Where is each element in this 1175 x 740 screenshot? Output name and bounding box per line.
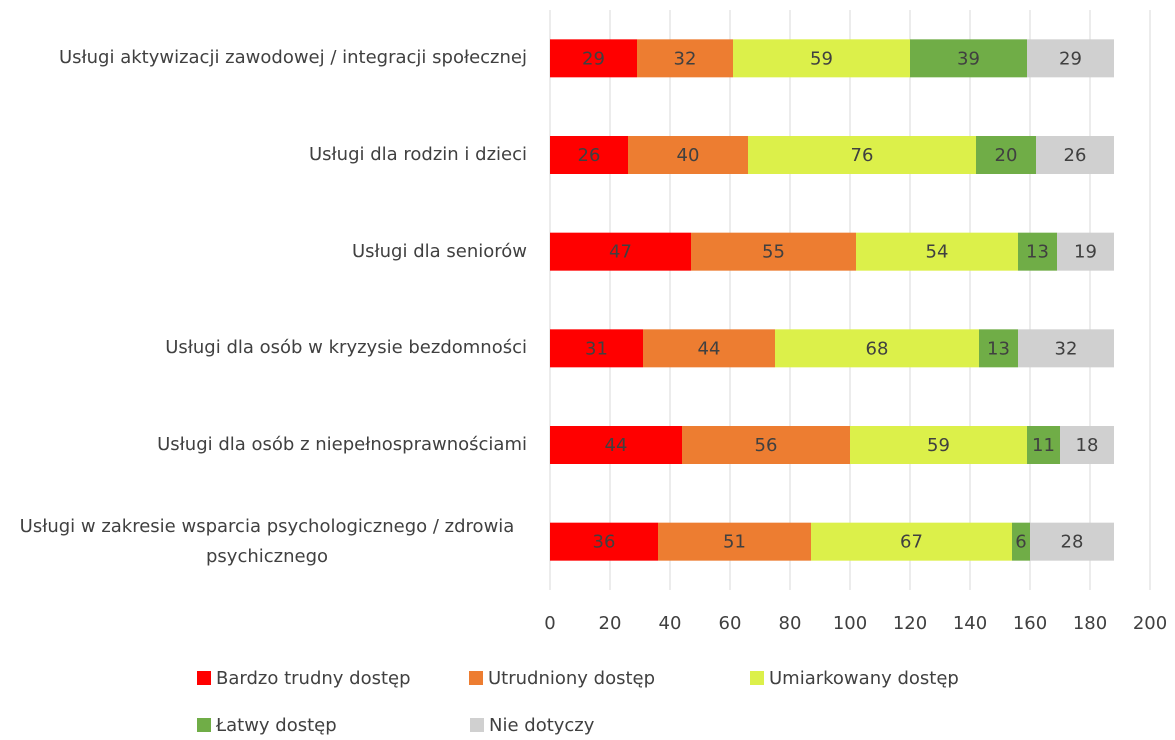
bar-segment (550, 522, 658, 561)
bar-segment (550, 39, 637, 78)
data-label: 44 (698, 338, 721, 359)
bar-segment (1018, 329, 1114, 368)
data-label: 54 (926, 242, 949, 263)
data-label: 19 (1074, 242, 1097, 263)
data-label: 68 (866, 338, 889, 359)
bar-segment (1018, 232, 1057, 271)
x-tick-label: 0 (544, 613, 555, 634)
category-label: Usługi dla osób z niepełnosprawnościami (157, 430, 527, 460)
legend-swatch (469, 671, 483, 685)
data-label: 18 (1076, 435, 1099, 456)
bar-segment (1036, 136, 1114, 174)
data-label: 56 (755, 435, 778, 456)
bar-segment (1030, 522, 1114, 561)
bar-segment (748, 136, 976, 174)
bar-segment (1057, 232, 1114, 271)
data-label: 29 (1059, 48, 1082, 69)
legend-label: Bardzo trudny dostęp (216, 668, 411, 689)
data-label: 39 (957, 48, 980, 69)
bar-segment (1012, 522, 1030, 561)
category-text: Usługi w zakresie wsparcia psychologiczn… (19, 515, 515, 567)
bar-segment (628, 136, 748, 174)
data-label: 29 (582, 48, 605, 69)
x-tick-label: 160 (1013, 613, 1047, 634)
bar-segment (775, 329, 979, 368)
x-tick-label: 120 (893, 613, 927, 634)
data-label: 76 (851, 145, 874, 166)
bar-segment (682, 426, 850, 464)
bar-segment (1027, 39, 1114, 78)
legend-label: Utrudniony dostęp (488, 668, 655, 689)
category-label: Usługi w zakresie wsparcia psychologiczn… (7, 512, 527, 572)
legend-label: Umiarkowany dostęp (769, 668, 959, 689)
bar-segment (550, 136, 628, 174)
x-tick-label: 80 (779, 613, 802, 634)
data-label: 67 (900, 532, 923, 553)
data-label: 32 (674, 48, 697, 69)
category-text: Usługi dla rodzin i dzieci (309, 144, 527, 165)
x-tick-label: 60 (719, 613, 742, 634)
bar-segment (856, 232, 1018, 271)
legend-swatch (197, 671, 211, 685)
bar-segment (1027, 426, 1060, 464)
legend-label: Łatwy dostęp (215, 715, 337, 736)
bar-segment (550, 232, 691, 271)
data-label: 59 (927, 435, 950, 456)
data-label: 36 (593, 532, 616, 553)
bar-segment (979, 329, 1018, 368)
category-text: Usługi dla osób z niepełnosprawnościami (157, 434, 527, 455)
bar-segment (811, 522, 1012, 561)
legend-swatch (750, 671, 764, 685)
bar-segment (1060, 426, 1114, 464)
category-label: Usługi dla osób w kryzysie bezdomności (165, 333, 527, 363)
bar-segment (550, 426, 682, 464)
x-tick-label: 140 (953, 613, 987, 634)
bar-segment (691, 232, 856, 271)
data-label: 44 (605, 435, 628, 456)
bar-segment (910, 39, 1027, 78)
x-tick-label: 100 (833, 613, 867, 634)
category-text: Usługi aktywizacji zawodowej / integracj… (58, 47, 527, 69)
category-text: Usługi dla seniorów (351, 240, 527, 262)
x-tick-label: 180 (1073, 613, 1107, 634)
legend-swatch (470, 718, 484, 732)
category-text: Usługi dla osób w kryzysie bezdomności (165, 337, 527, 359)
bar-segment (643, 329, 775, 368)
data-label: 26 (578, 145, 601, 166)
data-label: 59 (810, 48, 833, 69)
data-label: 40 (677, 145, 700, 166)
category-label: Usługi dla seniorów (352, 237, 527, 267)
data-label: 26 (1064, 145, 1087, 166)
x-tick-label: 40 (659, 613, 682, 634)
data-label: 13 (987, 338, 1010, 359)
data-label: 28 (1061, 532, 1084, 553)
data-label: 11 (1032, 435, 1055, 456)
data-label: 51 (723, 532, 746, 553)
bar-segment (637, 39, 733, 78)
bar-segment (658, 522, 811, 561)
legend-swatch (197, 718, 211, 732)
bar-segment (850, 426, 1027, 464)
category-label: Usługi aktywizacji zawodowej / integracj… (59, 43, 527, 73)
data-label: 6 (1015, 532, 1026, 553)
category-label: Usługi dla rodzin i dzieci (309, 140, 527, 170)
data-label: 20 (995, 145, 1018, 166)
x-tick-label: 20 (599, 613, 622, 634)
bar-segment (976, 136, 1036, 174)
data-label: 55 (762, 242, 785, 263)
bar-segment (550, 329, 643, 368)
data-label: 47 (609, 242, 632, 263)
data-label: 13 (1026, 242, 1049, 263)
x-tick-label: 200 (1133, 613, 1167, 634)
bar-segment (733, 39, 910, 78)
legend-label: Nie dotyczy (489, 715, 595, 736)
data-label: 31 (585, 338, 608, 359)
data-label: 32 (1055, 338, 1078, 359)
